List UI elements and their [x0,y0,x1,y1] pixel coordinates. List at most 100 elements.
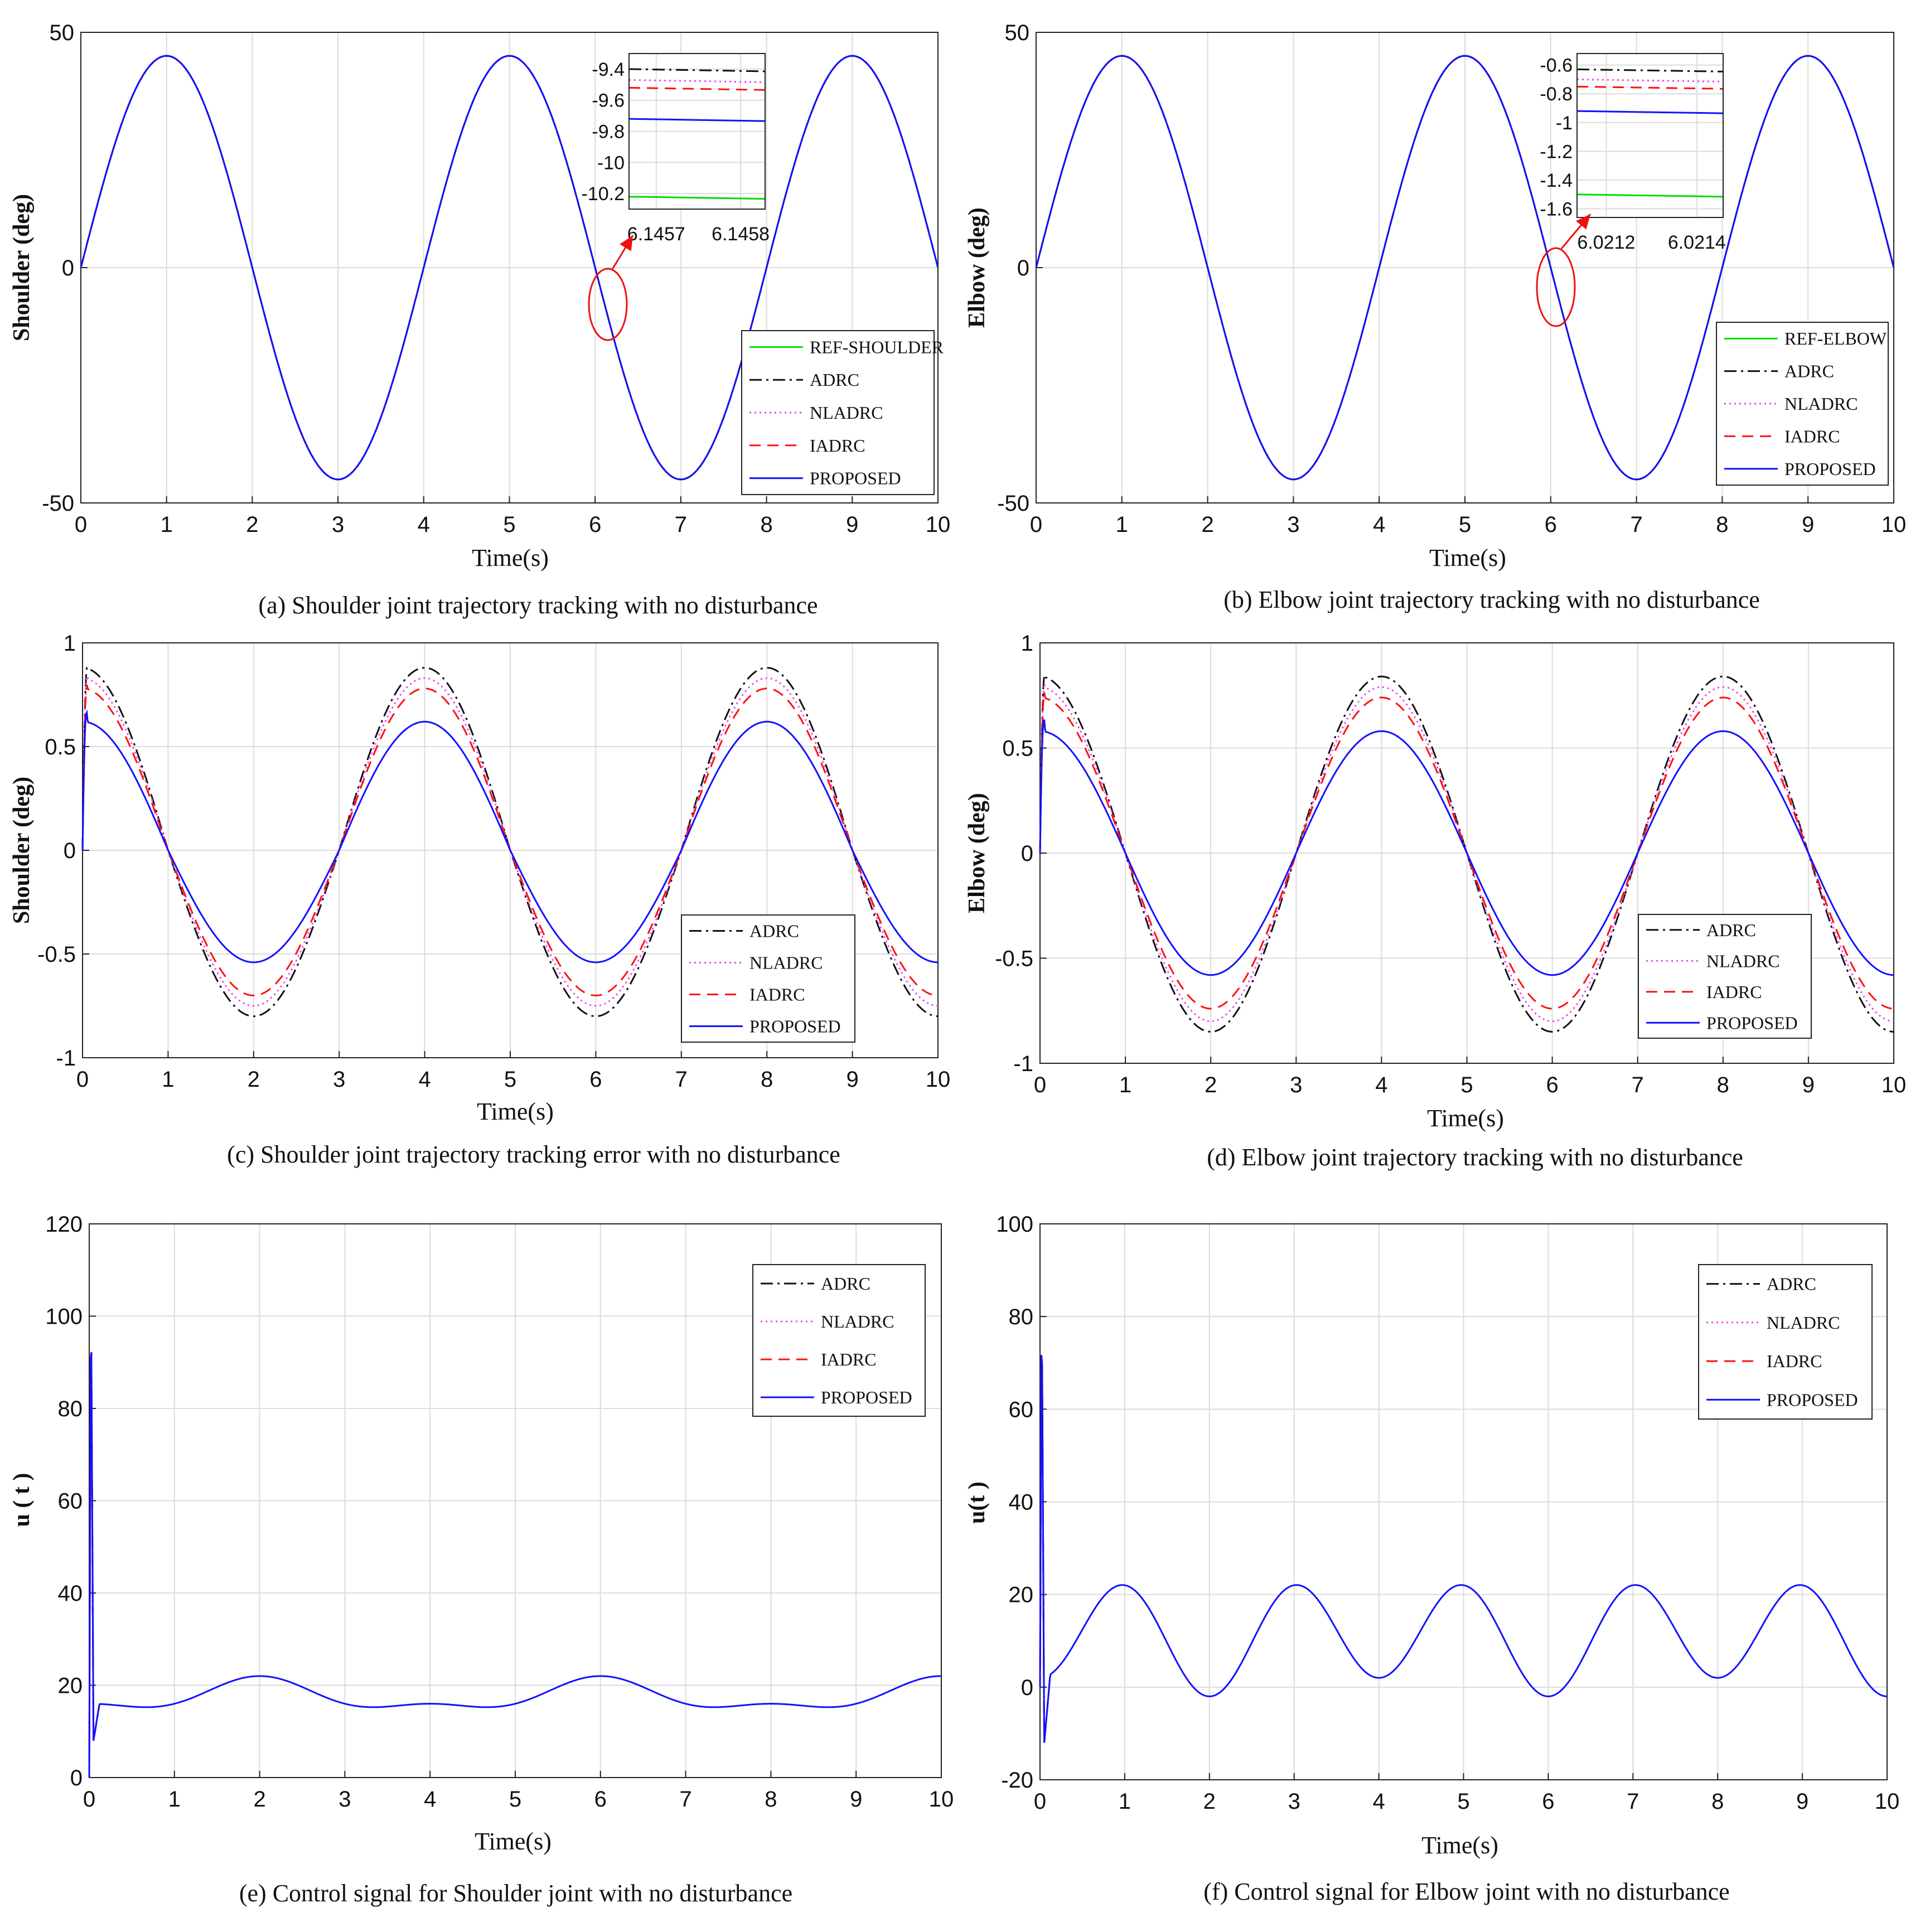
legend-label-adrc: ADRC [1767,1274,1816,1294]
y-tick-label: 120 [45,1212,83,1237]
x-tick-label: 5 [503,512,515,537]
x-axis-label: Time(s) [1429,544,1506,572]
x-tick-label: 6 [1542,1789,1554,1814]
x-tick-label: 5 [509,1787,521,1812]
inset-y-tick-label: -10.2 [582,183,625,205]
y-axis-label: u(t ) [964,1481,990,1524]
y-tick-label: -1 [56,1046,76,1071]
x-tick-label: 0 [76,1067,89,1092]
x-tick-label: 1 [1119,1789,1131,1814]
inset-line-ref-elbow [1576,193,1724,198]
x-tick-label: 2 [246,512,258,537]
x-tick-label: 2 [248,1067,260,1092]
y-tick-label: 0 [70,1766,83,1790]
x-tick-label: 8 [761,1067,773,1092]
legend-label-iadrc: IADRC [810,435,865,456]
x-tick-label: 7 [1627,1789,1639,1814]
x-tick-label: 8 [1711,1789,1724,1814]
series-line-adrc [81,666,938,1018]
legend-label-nladrc: NLADRC [749,953,823,973]
x-tick-label: 3 [333,1067,345,1092]
series-line-proposed [1039,719,1894,976]
legend-label-iadrc: IADRC [749,985,805,1005]
x-tick-label: 3 [332,512,344,537]
x-tick-label: 10 [1875,1789,1900,1814]
legend-label-ref-elbow: REF-ELBOW [1784,328,1887,348]
legend-label-proposed: PROPOSED [749,1016,841,1037]
inset-line-adrc [1576,68,1724,72]
y-tick-label: 20 [1009,1583,1034,1607]
inset-y-tick-label: -10 [597,152,625,173]
x-tick-label: 6 [589,512,601,537]
y-tick-label: 60 [1009,1397,1034,1422]
x-tick-label: 10 [929,1787,954,1812]
legend-label-adrc: ADRC [821,1274,870,1294]
x-tick-label: 0 [1034,1073,1046,1097]
y-axis-label: Shoulder (deg) [9,194,35,341]
x-tick-label: 4 [1372,1789,1385,1814]
y-tick-label: -1 [1013,1052,1033,1076]
x-tick-label: 6 [1545,512,1557,537]
y-tick-label: 0 [1021,841,1033,866]
chart-caption: (f) Control signal for Elbow joint with … [1203,1878,1729,1905]
series-line-proposed [1035,55,1895,481]
y-tick-label: -0.5 [995,947,1033,971]
legend-label-proposed: PROPOSED [821,1387,912,1407]
x-tick-label: 0 [1034,1789,1046,1814]
y-tick-label: 80 [58,1397,83,1421]
x-tick-label: 9 [850,1787,862,1812]
legend-label-iadrc: IADRC [1706,982,1762,1002]
inset-line-ref-shoulder [628,196,766,200]
x-tick-label: 2 [1205,1073,1217,1097]
inset-y-tick-label: -9.4 [592,59,625,80]
x-tick-label: 10 [926,1067,951,1092]
x-tick-label: 6 [1546,1073,1558,1097]
inset-line-nladrc [1576,78,1724,83]
legend-label-nladrc: NLADRC [1767,1313,1840,1333]
x-tick-label: 1 [1119,1073,1131,1097]
legend-label-nladrc: NLADRC [1706,951,1780,971]
x-tick-label: 1 [1116,512,1128,537]
legend-label-proposed: PROPOSED [810,468,901,488]
inset-y-tick-label: -1.4 [1540,170,1573,191]
chart-caption: (e) Control signal for Shoulder joint wi… [239,1880,792,1907]
inset-y-tick-label: -1.6 [1540,199,1573,220]
legend-box [681,914,855,1043]
x-tick-label: 10 [926,512,951,537]
y-tick-label: 100 [45,1305,83,1329]
x-tick-label: 3 [1287,512,1299,537]
inset-x-tick-label: 6.0214 [1668,232,1726,253]
legend-label-adrc: ADRC [1706,920,1756,940]
inset-box [1576,53,1724,218]
x-tick-label: 3 [1290,1073,1302,1097]
y-tick-label: 0 [64,839,76,863]
y-tick-label: 0 [1021,1676,1033,1700]
y-tick-label: -50 [42,491,74,516]
chart-c: 0 1 2 3 4 5 6 7 8 9 10 -1 -0.5 0 0.5 1 Time(s) Shoulder (… [9,631,950,1168]
inset-frame [628,53,766,210]
legend-box [1698,1264,1873,1420]
inset-y-tick-label: -1 [1556,113,1573,134]
y-tick-label: 1 [64,631,76,656]
x-tick-label: 2 [1203,1789,1216,1814]
y-tick-label: 20 [58,1674,83,1698]
zoom-highlight-ellipse [588,268,628,341]
x-tick-label: 5 [1460,1073,1473,1097]
inset-line-iadrc [1576,85,1724,90]
x-tick-label: 1 [162,1067,174,1092]
chart-caption: (b) Elbow joint trajectory tracking with… [1223,586,1760,613]
y-tick-label: 50 [50,21,75,45]
x-tick-label: 4 [1373,512,1385,537]
x-axis-label: Time(s) [472,544,549,572]
series-line-proposed [88,1352,941,1778]
y-tick-label: 0.5 [1002,737,1033,761]
y-tick-label: 40 [58,1581,83,1606]
legend-label-iadrc: IADRC [821,1349,877,1369]
x-axis-label: Time(s) [475,1828,552,1855]
inset-x-tick-label: 6.1458 [712,224,770,245]
x-axis-label: Time(s) [477,1098,554,1125]
x-tick-label: 4 [1375,1073,1387,1097]
y-tick-label: 50 [1005,21,1030,45]
